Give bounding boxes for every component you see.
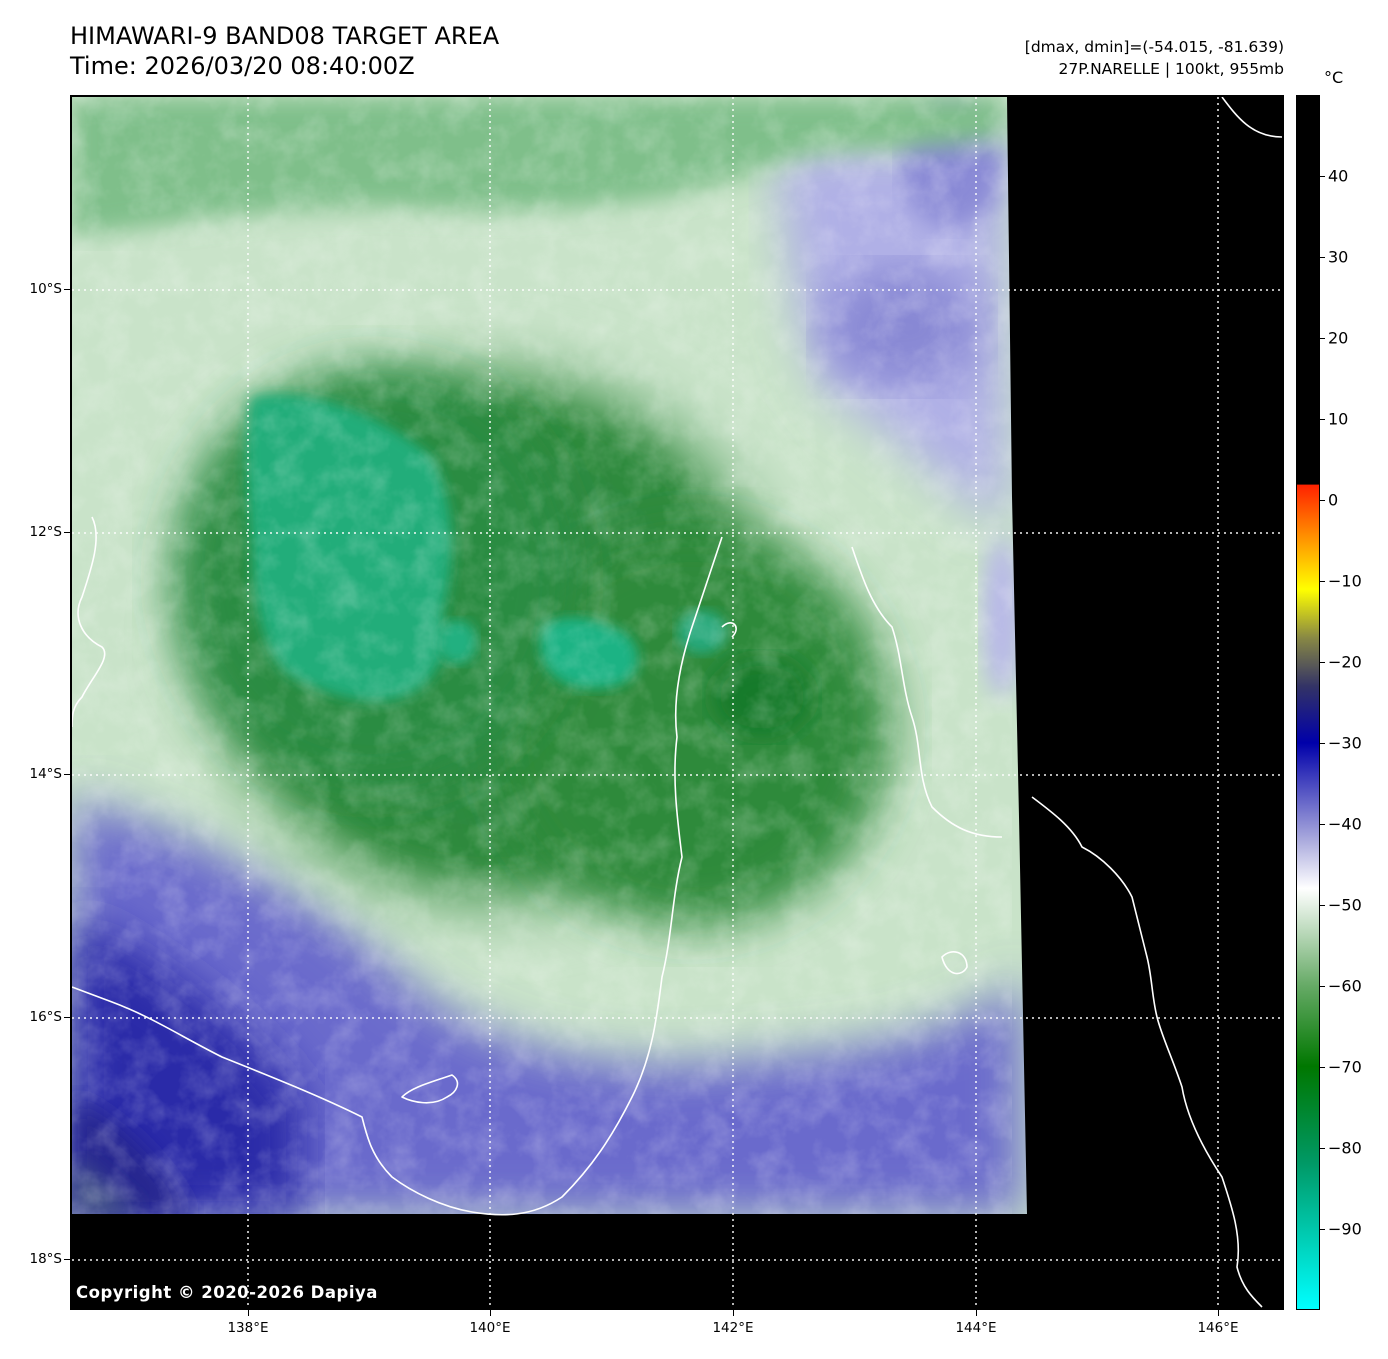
storm-info: 27P.NARELLE | 100kt, 955mb: [1058, 60, 1285, 78]
colorbar-tick: [1320, 986, 1325, 987]
lat-tick: [64, 1017, 70, 1018]
colorbar-label: 30: [1328, 247, 1349, 267]
colorbar-unit: °C: [1324, 68, 1344, 87]
colorbar-label: −30: [1328, 733, 1362, 753]
lon-tick: [733, 1310, 734, 1316]
lat-label-12s: 12°S: [29, 524, 63, 540]
colorbar-tick: [1320, 905, 1325, 906]
colorbar-tick: [1320, 1067, 1325, 1068]
lon-tick: [976, 1310, 977, 1316]
data-range-info: [dmax, dmin]=(-54.015, -81.639): [1024, 38, 1284, 56]
colorbar-tick: [1320, 824, 1325, 825]
colorbar-tick: [1320, 1229, 1325, 1230]
lat-label-10s: 10°S: [29, 281, 63, 297]
colorbar-tick: [1320, 338, 1325, 339]
lat-tick: [64, 774, 70, 775]
map-timestamp: Time: 2026/03/20 08:40:00Z: [70, 52, 415, 80]
colorbar-tick: [1320, 581, 1325, 582]
map-title: HIMAWARI-9 BAND08 TARGET AREA: [70, 22, 500, 50]
lat-label-16s: 16°S: [29, 1009, 63, 1025]
copyright-notice: Copyright © 2020-2026 Dapiya: [76, 1283, 378, 1302]
colorbar-label: −10: [1328, 571, 1362, 591]
satellite-image: [72, 97, 1282, 1308]
colorbar-label: 10: [1328, 409, 1349, 429]
colorbar-label: −60: [1328, 976, 1362, 996]
lon-label-138e: 138°E: [227, 1320, 269, 1336]
colorbar-label: 0: [1328, 490, 1339, 510]
satellite-map: Copyright © 2020-2026 Dapiya: [70, 95, 1284, 1310]
colorbar-tick: [1320, 500, 1325, 501]
colorbar-label: −80: [1328, 1138, 1362, 1158]
colorbar-label: −90: [1328, 1219, 1362, 1239]
lon-label-146e: 146°E: [1197, 1320, 1239, 1336]
lat-label-18s: 18°S: [29, 1251, 63, 1267]
lon-tick: [248, 1310, 249, 1316]
colorbar-tick: [1320, 176, 1325, 177]
colorbar-label: −20: [1328, 652, 1362, 672]
lon-tick: [490, 1310, 491, 1316]
colorbar-tick: [1320, 419, 1325, 420]
colorbar-tick: [1320, 257, 1325, 258]
colorbar-label: 20: [1328, 328, 1349, 348]
colorbar-label: −40: [1328, 814, 1362, 834]
lat-tick: [64, 532, 70, 533]
lon-label-140e: 140°E: [469, 1320, 511, 1336]
lon-label-142e: 142°E: [712, 1320, 754, 1336]
colorbar-label: −70: [1328, 1057, 1362, 1077]
lat-tick: [64, 1259, 70, 1260]
colorbar-tick: [1320, 743, 1325, 744]
lon-label-144e: 144°E: [955, 1320, 997, 1336]
lat-tick: [64, 289, 70, 290]
colorbar-label: 40: [1328, 166, 1349, 186]
lon-tick: [1218, 1310, 1219, 1316]
colorbar-label: −50: [1328, 895, 1362, 915]
colorbar-tick: [1320, 662, 1325, 663]
lat-label-14s: 14°S: [29, 766, 63, 782]
colorbar-tick: [1320, 1148, 1325, 1149]
colorbar: [1296, 95, 1320, 1310]
